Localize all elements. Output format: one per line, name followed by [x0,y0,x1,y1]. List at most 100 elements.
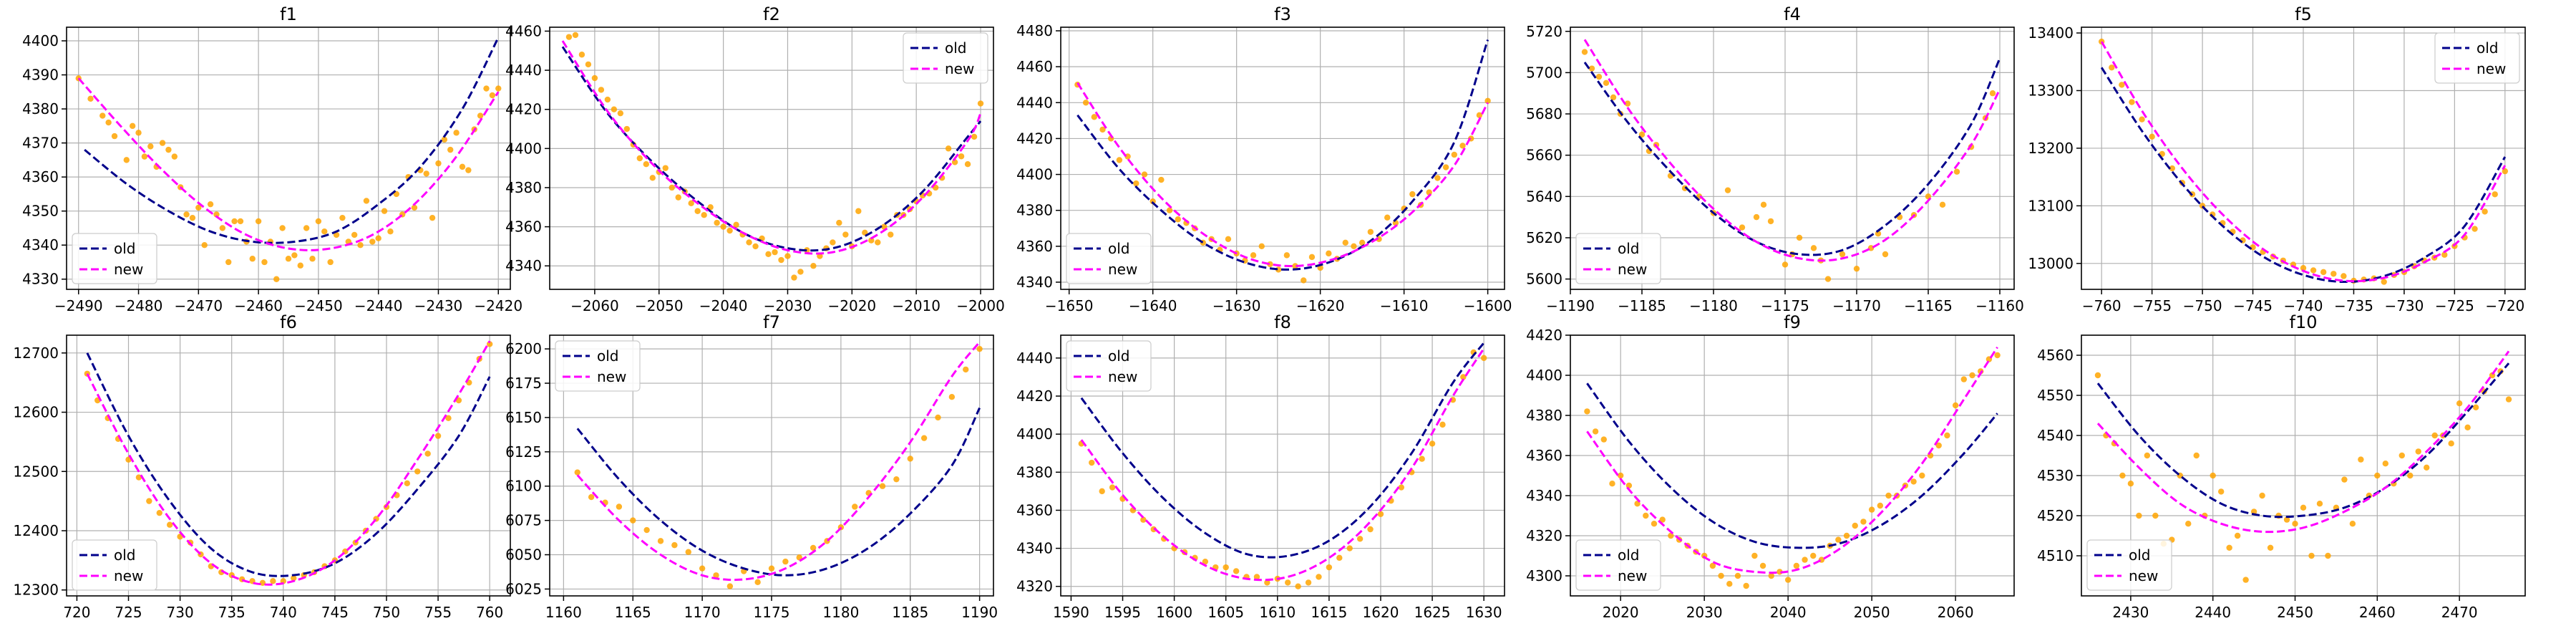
data-point [685,549,691,555]
data-point [2398,452,2405,459]
x-tick-label: −2420 [474,297,523,314]
data-point [810,263,817,269]
data-point [964,160,971,168]
x-tick-label: −1175 [1761,297,1809,314]
data-point [746,239,752,246]
data-point [2456,400,2463,407]
data-point [699,565,706,572]
data-point [1939,201,1946,208]
y-tick-label: 5640 [1526,188,1562,205]
data-point [1409,191,1416,198]
data-point [445,415,452,422]
data-point [2259,492,2265,499]
subplot-f8: 1590 1595 1600 1605 1610 1615 1620 1625 1630 4320… [1016,312,1505,621]
data-point [578,52,585,58]
series-old-line [84,37,500,244]
subplot-f4: −1190 −1185 −1180 −1175 −1170 −1165 −1160 5600 5… [1526,4,2024,314]
legend-box [2434,32,2520,84]
data-point [249,256,256,262]
data-point [649,175,656,181]
subplot-f1: −2490 −2480 −2470 −2460 −2450 −2440 −2430 −2420… [22,4,523,314]
data-point [1346,545,1353,551]
data-point [1919,472,1925,479]
y-tick-label: 4480 [1016,22,1053,39]
data-point [958,153,965,160]
x-tick-label: −2010 [892,297,941,314]
y-tick-label: 4400 [1016,166,1053,183]
data-point [2341,273,2347,279]
data-point [369,238,376,245]
legend: old new [1575,539,1661,591]
data-point [489,92,496,99]
data-point [630,517,636,524]
data-point [643,526,650,534]
y-tick-label: 5700 [1526,64,1562,81]
data-point [1442,164,1449,170]
x-tick-label: −2480 [115,297,163,314]
legend: old new [72,233,157,284]
axes-frame [66,334,511,597]
y-tick-label: 4440 [505,62,542,79]
y-tick-label: 4340 [1016,540,1053,557]
data-point [1760,201,1767,208]
data-point [1202,558,1209,565]
x-tick-label: 2450 [2277,604,2313,621]
y-tick-label: 4360 [1016,501,1053,519]
x-tick-label: 2040 [1770,604,1807,621]
data-point [565,34,573,40]
plot-area [2098,38,2509,285]
x-tick-label: −2060 [570,297,619,314]
data-point [1910,478,1917,485]
data-point [616,504,623,510]
y-tick-label: 4340 [505,257,542,274]
x-tick-label: 720 [63,604,90,621]
legend-box [2086,539,2172,591]
y-tick-label: 5720 [1526,23,1562,40]
data-point [1584,408,1590,415]
data-point [1882,251,1889,258]
data-point [2431,432,2438,439]
legend: old new [1575,233,1661,284]
data-point [111,132,118,140]
data-point [291,574,297,582]
data-point [636,155,643,162]
data-point [189,214,196,221]
data-point [2505,396,2512,403]
y-tick-label: 4390 [22,67,59,84]
data-point [675,194,681,201]
y-tick-label: 6175 [505,375,542,392]
data-point [435,160,442,167]
data-point [1253,574,1260,580]
data-point [588,493,595,501]
data-point [714,219,720,226]
data-point [768,565,775,572]
data-point [1852,522,1858,529]
x-tick-label: −2020 [827,297,876,314]
data-point [1285,579,1291,586]
series-old-line [1076,39,1489,271]
data-point [836,219,842,226]
data-point [888,231,894,238]
data-point [1751,552,1758,559]
x-tick-label: −730 [2384,297,2424,314]
x-tick-label: −1640 [1129,297,1177,314]
legend-new-label: new [1108,261,1137,278]
data-point [1116,157,1123,163]
data-point [453,130,460,136]
data-point [1484,97,1491,104]
data-point [1802,556,1808,563]
axes-frame [549,26,994,290]
data-point [1843,532,1850,539]
data-point [1459,143,1466,149]
data-point [2325,552,2331,559]
data-point [1258,243,1265,250]
subplot-title: f8 [1274,312,1291,332]
data-point [1099,488,1105,495]
legend-new-label: new [114,261,143,278]
subplot-title: f10 [2290,312,2318,332]
subplot-f10: 2430 2440 2450 2460 2470 4510 4520 4530 4540 4550… [2037,312,2526,621]
data-point [2464,424,2471,430]
y-tick-label: 4550 [2037,387,2074,404]
y-tick-label: 4350 [22,203,59,220]
data-point [261,259,268,266]
